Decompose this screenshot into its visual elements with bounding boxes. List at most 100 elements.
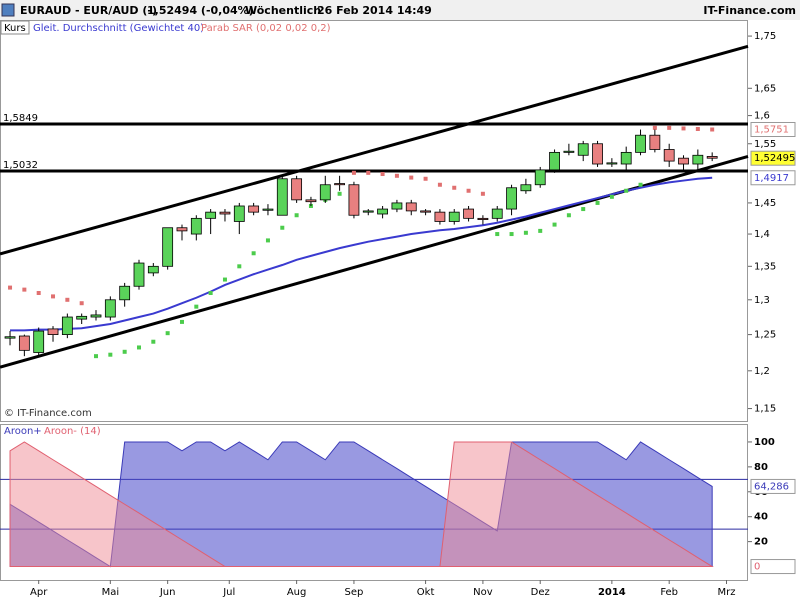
value-tag: 64,286 xyxy=(754,481,789,492)
sar-dot xyxy=(380,172,385,177)
y-tick-label: 20 xyxy=(754,537,768,548)
price-panel xyxy=(0,20,748,422)
x-tick-label: Jul xyxy=(222,587,235,598)
sar-dot xyxy=(509,232,514,237)
value-tag: 1,4917 xyxy=(754,173,789,184)
candle-body xyxy=(147,265,159,274)
sar-dot xyxy=(337,191,342,196)
value-tag: 0 xyxy=(754,562,760,573)
sar-dot xyxy=(437,182,442,187)
candle-body xyxy=(119,285,131,301)
sar-dot xyxy=(251,251,256,256)
value-tag: 1,52495 xyxy=(754,153,795,164)
candle-body xyxy=(190,217,202,235)
candle-body xyxy=(291,178,303,201)
legend-ma: Gleit. Durchschnitt (Gewichtet 40) xyxy=(33,23,204,34)
candle-body xyxy=(606,162,618,165)
sar-dot xyxy=(51,294,56,299)
candle-body xyxy=(706,156,718,159)
sar-dot xyxy=(237,264,242,269)
sar-dot xyxy=(609,194,614,199)
candle-body xyxy=(678,157,689,165)
price-plot xyxy=(0,44,749,369)
candle-body xyxy=(305,199,317,203)
candle-body xyxy=(592,143,603,165)
candle-body xyxy=(405,202,417,212)
y-tick-label: 1,15 xyxy=(754,404,776,415)
candle-body xyxy=(205,211,217,219)
candle-body xyxy=(319,184,331,201)
candle-body xyxy=(362,210,374,213)
sar-dot xyxy=(566,213,571,218)
sar-dot xyxy=(194,304,199,309)
sar-dot xyxy=(495,232,500,237)
candle-body xyxy=(233,205,245,222)
sar-dot xyxy=(136,345,141,350)
x-tick-label: Feb xyxy=(660,587,678,598)
sar-dot xyxy=(65,297,70,302)
candle-body xyxy=(391,202,403,210)
candle-body xyxy=(162,227,174,267)
sar-dot xyxy=(523,230,528,235)
sar-dot xyxy=(652,125,657,130)
sar-dot xyxy=(222,277,227,282)
candle-body xyxy=(491,208,503,219)
candle-body xyxy=(104,299,116,318)
trendline xyxy=(0,44,749,256)
legend-aroon-down: Aroon- (14) xyxy=(44,426,101,437)
sar-dot xyxy=(280,225,285,230)
sar-dot xyxy=(108,352,113,357)
header-bar xyxy=(0,0,800,20)
sar-dot xyxy=(265,238,270,243)
brand: IT-Finance.com xyxy=(703,4,796,17)
candle-body xyxy=(276,178,288,216)
level-label: 1,5032 xyxy=(3,160,38,171)
moving-average xyxy=(10,176,713,332)
candle-body xyxy=(47,328,59,335)
aroon-panel xyxy=(0,424,748,581)
sar-dot xyxy=(294,213,299,218)
candle-body xyxy=(534,169,546,186)
sar-dot xyxy=(423,176,428,181)
candle-body xyxy=(520,184,532,192)
symbol: EURAUD - EUR/AUD (-) xyxy=(20,4,157,17)
candle-body xyxy=(477,217,489,220)
x-tick-label: 2014 xyxy=(598,587,626,598)
y-tick-label: 1,6 xyxy=(754,111,770,122)
x-tick-label: Jun xyxy=(159,587,176,598)
sar-dot xyxy=(22,287,27,292)
candle-body xyxy=(133,262,145,287)
sar-dot xyxy=(8,285,13,290)
level-label: 1,5849 xyxy=(3,113,38,124)
value-tag-box xyxy=(750,478,796,494)
sar-dot xyxy=(710,127,715,132)
sar-dot xyxy=(179,319,184,324)
sar-dot xyxy=(351,170,356,175)
candle-body xyxy=(577,143,589,156)
sar-dot xyxy=(452,185,457,190)
symbol-icon xyxy=(1,3,15,17)
y-tick-label: 100 xyxy=(754,437,775,448)
candle-body xyxy=(4,336,16,339)
sar-dot xyxy=(366,170,371,175)
y-tick-label: 1,55 xyxy=(754,139,776,150)
candle-body xyxy=(563,150,575,153)
candle-body xyxy=(176,227,188,232)
sar-dot xyxy=(581,207,586,212)
value-tag-box xyxy=(750,559,796,575)
sar-dot xyxy=(466,188,471,193)
sar-dot xyxy=(681,126,686,131)
sar-dot xyxy=(151,339,156,344)
candle-body xyxy=(549,151,560,171)
candle-body xyxy=(448,211,460,222)
sar-dot xyxy=(552,222,557,227)
y-tick-label: 1,45 xyxy=(754,198,776,209)
candle-body xyxy=(348,184,360,216)
legend-aroon-up: Aroon+ xyxy=(4,426,42,437)
candle-body xyxy=(90,314,102,318)
candle-body xyxy=(434,211,446,222)
sar-dot xyxy=(480,191,485,196)
value-tag-box xyxy=(750,170,796,186)
x-tick-label: Dez xyxy=(531,587,550,598)
candle-body xyxy=(334,183,346,186)
